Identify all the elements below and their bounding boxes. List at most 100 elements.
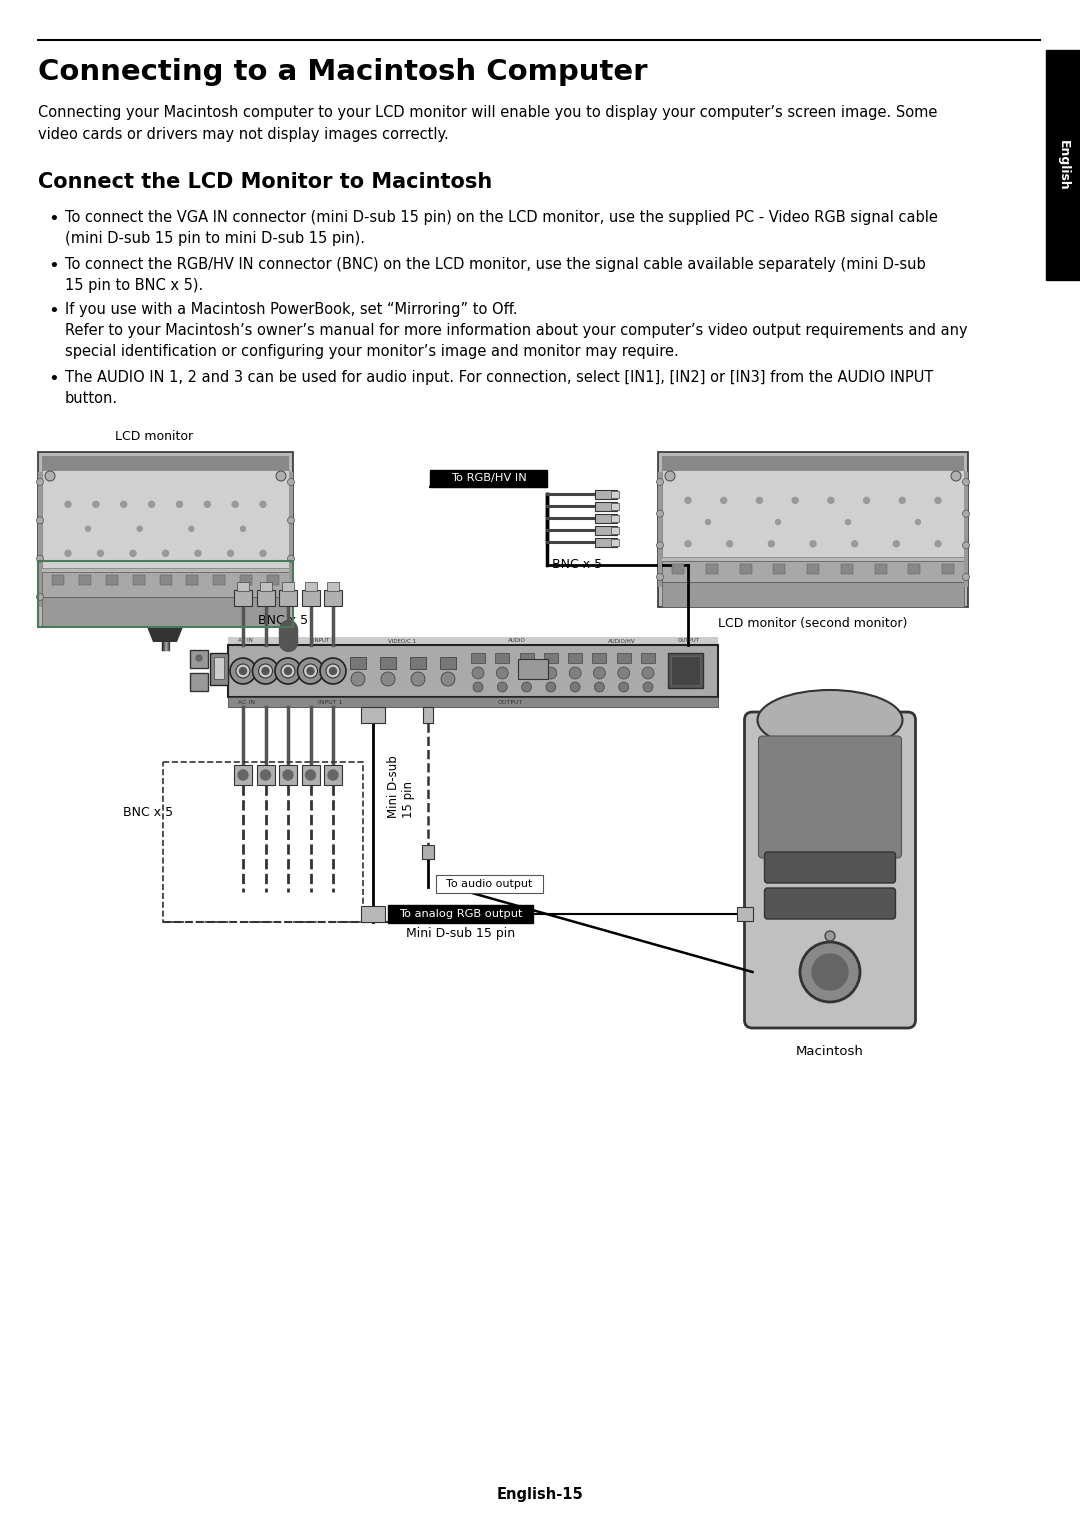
Circle shape bbox=[657, 573, 663, 581]
Circle shape bbox=[497, 668, 509, 678]
Text: INPUT 1: INPUT 1 bbox=[318, 700, 342, 704]
Bar bbox=[305, 582, 316, 591]
Text: AC IN: AC IN bbox=[238, 639, 253, 643]
Bar bbox=[210, 652, 228, 685]
Bar bbox=[42, 571, 289, 597]
Text: BNC x 5: BNC x 5 bbox=[258, 614, 308, 626]
Text: The AUDIO IN 1, 2 and 3 can be used for audio input. For connection, select [IN1: The AUDIO IN 1, 2 and 3 can be used for … bbox=[65, 370, 933, 406]
Circle shape bbox=[497, 681, 508, 692]
Bar bbox=[611, 527, 619, 533]
Bar bbox=[38, 472, 42, 607]
Circle shape bbox=[238, 770, 248, 779]
Text: OUTPUT: OUTPUT bbox=[498, 700, 524, 704]
Bar bbox=[267, 575, 279, 585]
Bar bbox=[568, 652, 582, 663]
Text: English: English bbox=[1056, 139, 1069, 191]
Bar bbox=[214, 657, 224, 678]
Text: •: • bbox=[48, 370, 58, 388]
Circle shape bbox=[962, 478, 970, 486]
Circle shape bbox=[916, 520, 920, 524]
Bar bbox=[228, 637, 718, 645]
Text: Connecting to a Macintosh Computer: Connecting to a Macintosh Computer bbox=[38, 58, 648, 86]
Bar bbox=[595, 538, 617, 547]
Circle shape bbox=[37, 593, 43, 601]
Bar bbox=[662, 471, 964, 556]
Text: LCD monitor (second monitor): LCD monitor (second monitor) bbox=[718, 617, 907, 630]
Bar bbox=[658, 472, 662, 587]
Bar bbox=[38, 561, 293, 626]
Bar bbox=[436, 876, 543, 892]
Bar bbox=[773, 564, 785, 575]
Circle shape bbox=[329, 668, 337, 674]
Text: VIDEO/C 1: VIDEO/C 1 bbox=[388, 639, 416, 643]
Circle shape bbox=[130, 550, 136, 556]
Circle shape bbox=[665, 471, 675, 481]
Text: •: • bbox=[48, 209, 58, 228]
Bar bbox=[669, 652, 703, 688]
Text: BNC x 5: BNC x 5 bbox=[552, 558, 603, 571]
Text: To connect the RGB/HV IN connector (BNC) on the LCD monitor, use the signal cabl: To connect the RGB/HV IN connector (BNC)… bbox=[65, 257, 926, 293]
Bar bbox=[611, 539, 619, 545]
Circle shape bbox=[472, 668, 484, 678]
Circle shape bbox=[657, 542, 663, 549]
Circle shape bbox=[685, 498, 691, 503]
Bar bbox=[361, 707, 384, 723]
Bar bbox=[228, 697, 718, 707]
Bar bbox=[42, 597, 289, 626]
Circle shape bbox=[276, 471, 286, 481]
Circle shape bbox=[756, 498, 762, 503]
Bar bbox=[187, 575, 199, 585]
Text: LCD monitor: LCD monitor bbox=[114, 429, 193, 443]
Bar bbox=[840, 564, 853, 575]
Bar bbox=[410, 657, 426, 669]
Circle shape bbox=[287, 555, 295, 562]
Circle shape bbox=[643, 681, 653, 692]
Bar bbox=[106, 575, 118, 585]
Circle shape bbox=[864, 498, 869, 503]
Bar bbox=[324, 766, 342, 785]
Bar bbox=[807, 564, 819, 575]
Text: To analog RGB output: To analog RGB output bbox=[399, 909, 523, 918]
Bar bbox=[671, 656, 700, 685]
Bar bbox=[705, 564, 718, 575]
Circle shape bbox=[65, 501, 71, 507]
Circle shape bbox=[260, 501, 266, 507]
Text: OUTPUT: OUTPUT bbox=[678, 639, 700, 643]
Circle shape bbox=[935, 498, 941, 503]
Bar bbox=[1047, 50, 1080, 280]
Circle shape bbox=[149, 501, 154, 507]
Bar bbox=[42, 471, 289, 568]
Circle shape bbox=[685, 541, 691, 547]
Bar bbox=[52, 575, 64, 585]
Bar bbox=[38, 452, 293, 626]
FancyBboxPatch shape bbox=[765, 888, 895, 918]
Circle shape bbox=[727, 541, 732, 547]
Bar bbox=[234, 590, 252, 607]
Circle shape bbox=[258, 665, 272, 678]
Circle shape bbox=[351, 672, 365, 686]
Circle shape bbox=[65, 550, 71, 556]
Bar bbox=[658, 452, 968, 607]
Bar bbox=[240, 575, 252, 585]
Circle shape bbox=[521, 668, 532, 678]
Bar bbox=[518, 659, 548, 678]
Circle shape bbox=[307, 668, 314, 674]
Bar bbox=[662, 455, 964, 471]
Text: Mini D-sub 15 pin: Mini D-sub 15 pin bbox=[406, 927, 515, 940]
Circle shape bbox=[792, 498, 798, 503]
Circle shape bbox=[176, 501, 183, 507]
Circle shape bbox=[657, 510, 663, 516]
Text: AUDIO: AUDIO bbox=[508, 639, 526, 643]
Bar bbox=[423, 707, 433, 723]
Bar bbox=[190, 649, 208, 668]
Bar bbox=[440, 657, 456, 669]
Text: •: • bbox=[48, 257, 58, 275]
Circle shape bbox=[825, 931, 835, 941]
Bar bbox=[964, 472, 968, 587]
Circle shape bbox=[328, 770, 338, 779]
Bar bbox=[388, 905, 534, 923]
Bar bbox=[662, 582, 964, 607]
Text: AUDIO/HV: AUDIO/HV bbox=[608, 639, 636, 643]
Polygon shape bbox=[147, 626, 183, 642]
Circle shape bbox=[281, 665, 295, 678]
